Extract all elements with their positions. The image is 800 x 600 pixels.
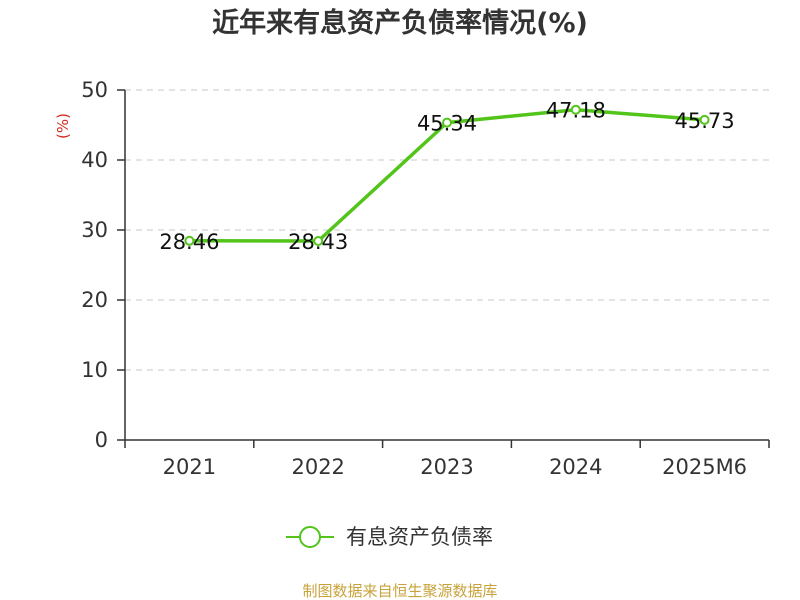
- x-tick-labels: 2021 2022 2023 2024 2025M6: [163, 455, 747, 479]
- x-tick-label-2025M6: 2025M6: [662, 455, 747, 479]
- series-layer: [184, 104, 710, 246]
- data-point-2023: [442, 117, 452, 128]
- legend-label: 有息资产负债率: [346, 525, 493, 549]
- y-axis-label: (%): [54, 113, 72, 139]
- y-tick-label-50: 50: [81, 78, 108, 102]
- grid-lines: [125, 89, 769, 371]
- y-tick-label-40: 40: [81, 148, 108, 172]
- data-point-2025M6: [699, 114, 710, 125]
- x-tick-label-2023: 2023: [420, 455, 473, 479]
- data-label-2021: 28.46: [159, 230, 219, 254]
- y-tick-label-20: 20: [81, 288, 108, 312]
- x-tick-label-2024: 2024: [549, 455, 602, 479]
- x-tick-label-2022: 2022: [291, 455, 344, 479]
- legend[interactable]: 有息资产负债率: [286, 525, 493, 549]
- y-tick-label-10: 10: [81, 358, 108, 382]
- data-label-2024: 47.18: [546, 99, 606, 123]
- y-tick-label-30: 30: [81, 218, 108, 242]
- y-tick-label-0: 0: [95, 428, 108, 452]
- data-label-2022: 28.43: [288, 230, 348, 254]
- legend-marker-icon: [299, 526, 321, 548]
- data-point-2022: [313, 235, 324, 246]
- data-point-2024: [570, 104, 581, 115]
- data-labels: 28.46 28.43 45.34 47.18 45.73: [159, 99, 734, 254]
- data-label-2023: 45.34: [417, 112, 477, 136]
- data-point-2021: [184, 235, 195, 246]
- y-tick-labels: 0 10 20 30 40 50: [81, 78, 108, 452]
- axes: [117, 89, 770, 448]
- x-tick-label-2021: 2021: [163, 455, 216, 479]
- data-source-note: 制图数据来自恒生聚源数据库: [302, 582, 497, 600]
- chart-title: 近年来有息资产负债率情况(%): [212, 7, 588, 39]
- data-label-2025M6: 45.73: [675, 109, 735, 133]
